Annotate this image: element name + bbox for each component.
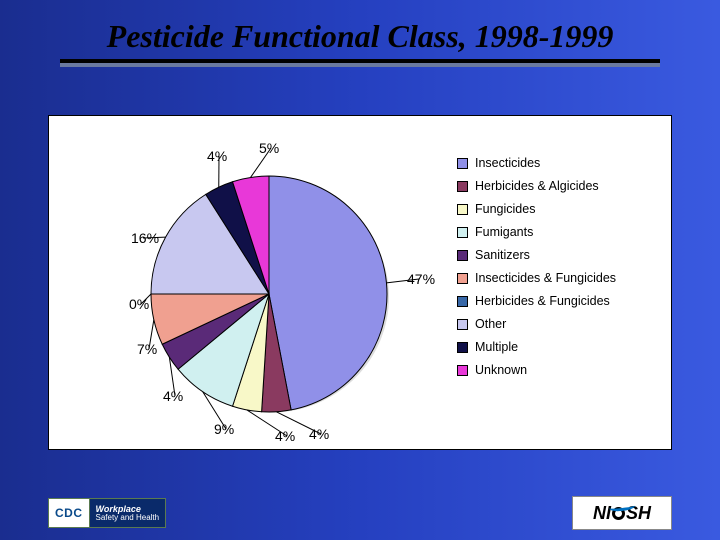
legend-swatch (457, 365, 468, 376)
pie-slice-pct-label: 4% (207, 148, 227, 164)
footer: CDC Workplace Safety and Health NI SH (0, 485, 720, 540)
legend-item: Sanitizers (457, 248, 657, 262)
pie-chart (59, 116, 439, 451)
legend-label: Herbicides & Algicides (475, 179, 599, 193)
pie-slice-pct-label: 16% (131, 230, 159, 246)
legend-swatch (457, 250, 468, 261)
legend-item: Insecticides & Fungicides (457, 271, 657, 285)
pie-slice (269, 176, 387, 410)
pie-slice-pct-label: 4% (309, 426, 329, 442)
legend-swatch (457, 204, 468, 215)
pie-slice-pct-label: 47% (407, 271, 435, 287)
legend-swatch (457, 273, 468, 284)
legend-swatch (457, 181, 468, 192)
legend-label: Sanitizers (475, 248, 530, 262)
legend-swatch (457, 296, 468, 307)
legend-swatch (457, 342, 468, 353)
title-underline (60, 59, 660, 63)
legend-label: Fungicides (475, 202, 535, 216)
legend-item: Other (457, 317, 657, 331)
pie-slice-pct-label: 0% (129, 296, 149, 312)
pie-slice-pct-label: 5% (259, 140, 279, 156)
legend-item: Herbicides & Algicides (457, 179, 657, 193)
legend-item: Unknown (457, 363, 657, 377)
legend-swatch (457, 319, 468, 330)
legend-item: Herbicides & Fungicides (457, 294, 657, 308)
legend-label: Multiple (475, 340, 518, 354)
legend: Insecticides Herbicides & Algicides Fungic… (457, 156, 657, 386)
legend-label: Other (475, 317, 506, 331)
legend-item: Fungicides (457, 202, 657, 216)
niosh-text: NI SH (593, 503, 651, 524)
wsh-line2: Safety and Health (96, 514, 160, 522)
niosh-logo: NI SH (572, 496, 672, 530)
legend-swatch (457, 227, 468, 238)
workplace-safety-label: Workplace Safety and Health (90, 498, 167, 528)
cdc-workplace-badge: CDC Workplace Safety and Health (48, 498, 166, 528)
legend-swatch (457, 158, 468, 169)
slide-title: Pesticide Functional Class, 1998-1999 (107, 18, 614, 55)
pie-slice-pct-label: 7% (137, 341, 157, 357)
legend-item: Multiple (457, 340, 657, 354)
legend-item: Fumigants (457, 225, 657, 239)
niosh-o-icon (612, 507, 625, 520)
pie-slice-pct-label: 9% (214, 421, 234, 437)
pie-slice-pct-label: 4% (163, 388, 183, 404)
pie-slice-pct-label: 4% (275, 428, 295, 444)
legend-label: Fumigants (475, 225, 533, 239)
chart-panel: 47% 4% 4% 9% 4% 7% 0% 16% 4% 5% Insecticides Herbi… (48, 115, 672, 450)
legend-label: Insecticides & Fungicides (475, 271, 616, 285)
legend-item: Insecticides (457, 156, 657, 170)
cdc-logo: CDC (48, 498, 90, 528)
legend-label: Insecticides (475, 156, 540, 170)
pie-area: 47% 4% 4% 9% 4% 7% 0% 16% 4% 5% (59, 116, 439, 451)
legend-label: Unknown (475, 363, 527, 377)
legend-label: Herbicides & Fungicides (475, 294, 610, 308)
title-container: Pesticide Functional Class, 1998-1999 (0, 0, 720, 55)
